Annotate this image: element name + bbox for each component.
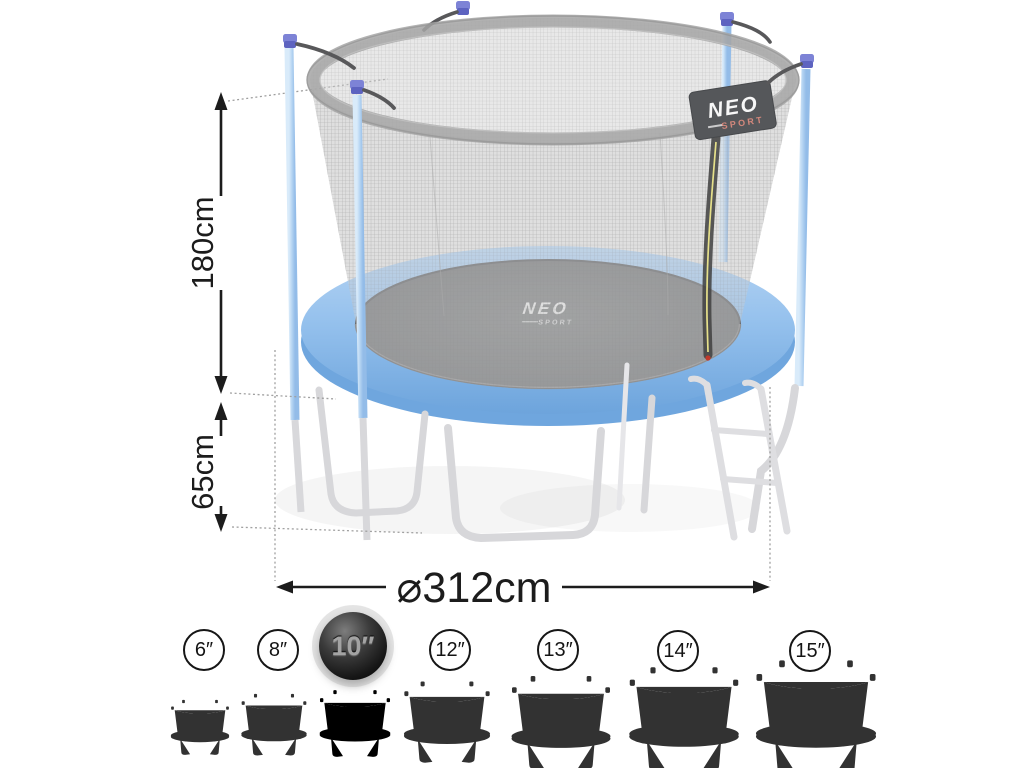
size-option-label: 6″: [194, 638, 214, 661]
size-option-15in[interactable]: 15″: [789, 630, 831, 672]
size-thumbnail-12in[interactable]: [398, 679, 496, 768]
size-option-6in[interactable]: 6″: [183, 629, 225, 671]
net-zipper: [702, 133, 721, 361]
size-thumbnail-8in[interactable]: [237, 692, 311, 761]
height-dimension-label: 180cm: [185, 196, 220, 289]
guide-lines: [229, 350, 771, 581]
leg-height-dimension: 65cm: [185, 402, 228, 532]
size-option-10in-selected[interactable]: 10″: [319, 612, 387, 680]
zipper-pull: [705, 355, 711, 361]
size-option-14in[interactable]: 14″: [657, 630, 699, 672]
safety-net-front: [310, 80, 796, 388]
diameter-dimension: ⌀312cm: [276, 564, 770, 612]
net-pole-left-front: [350, 80, 396, 541]
size-thumbnail-13in[interactable]: [505, 673, 617, 768]
size-option-label: 12″: [435, 638, 465, 661]
size-option-label: 13″: [543, 638, 573, 661]
ground-shadow: [275, 466, 760, 534]
net-top-ring: [306, 14, 800, 146]
size-option-label: 14″: [663, 639, 693, 662]
trampoline-diagram: NEO SPORT NEO: [185, 1, 814, 612]
frame-legs: [315, 362, 799, 543]
size-option-label: 10″: [331, 630, 375, 661]
diameter-dimension-label: ⌀312cm: [397, 564, 552, 612]
size-option-label: 8″: [268, 638, 288, 661]
net-pole-right: [766, 54, 814, 387]
height-dimension: 180cm: [185, 92, 228, 394]
size-option-8in[interactable]: 8″: [257, 629, 299, 671]
size-option-13in[interactable]: 13″: [537, 629, 579, 671]
size-thumbnail-15in[interactable]: [748, 657, 884, 768]
net-badge: NEO SPORT: [688, 80, 777, 141]
size-thumbnail-10in-selected[interactable]: [315, 688, 395, 763]
net-pole-left-outer: [283, 34, 356, 513]
size-thumbnail-14in[interactable]: [622, 664, 746, 768]
ladder: [688, 375, 791, 541]
size-option-12in[interactable]: 12″: [429, 629, 471, 671]
size-thumbnail-6in[interactable]: [167, 698, 233, 760]
size-option-label: 15″: [795, 639, 825, 662]
leg-height-dimension-label: 65cm: [185, 434, 220, 510]
